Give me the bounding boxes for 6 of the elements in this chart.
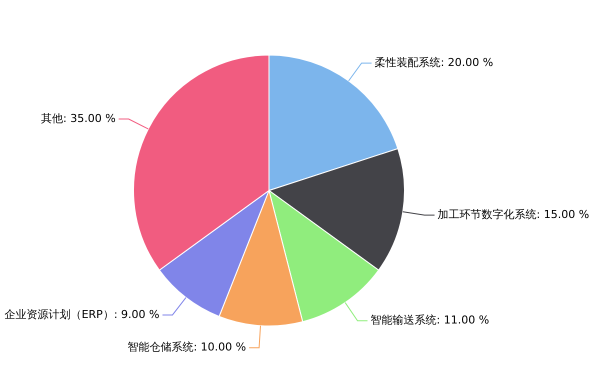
slice-label: 加工环节数字化系统: 15.00 % xyxy=(438,208,590,221)
slice-label: 柔性装配系统: 20.00 % xyxy=(374,56,494,69)
slice-label: 智能仓储系统: 10.00 % xyxy=(127,340,246,354)
slice-label: 其他: 35.00 % xyxy=(41,112,116,125)
slice-label: 智能输送系统: 11.00 % xyxy=(370,314,490,327)
slice-label: 企业资源计划（ERP）: 9.00 % xyxy=(4,308,160,321)
